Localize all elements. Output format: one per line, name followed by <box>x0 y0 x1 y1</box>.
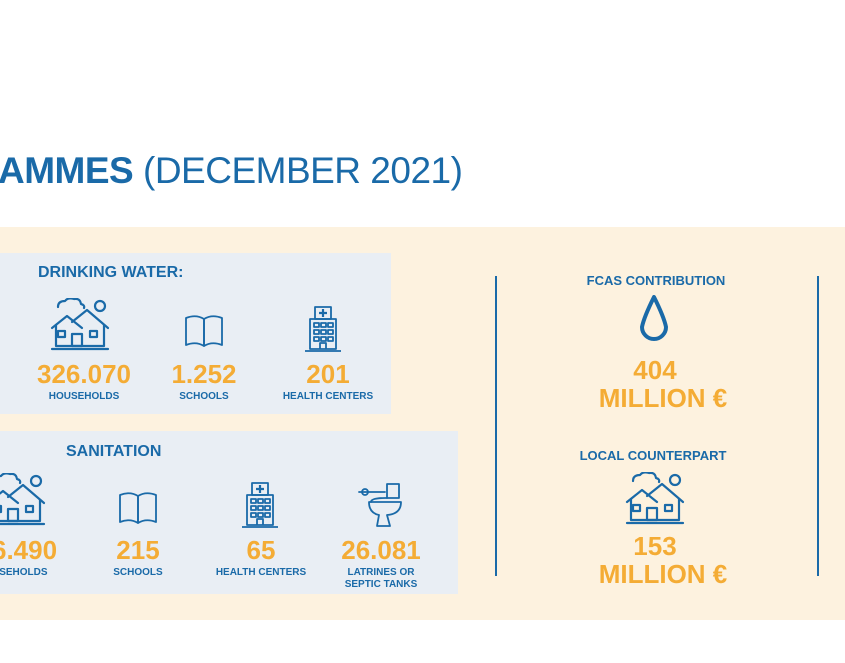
stat-value: 201 <box>306 359 350 389</box>
san-households-stat: 6.490 USEHOLDS <box>0 536 72 579</box>
fcas-value: 404 <box>633 355 677 385</box>
hospital-icon <box>305 305 341 353</box>
local-unit: MILLION € <box>598 559 728 589</box>
book-icon <box>185 315 223 347</box>
stat-value: 1.252 <box>171 359 237 389</box>
divider-right <box>817 276 819 576</box>
fcas-unit: MILLION € <box>598 383 728 413</box>
hospital-icon <box>242 481 278 529</box>
label-line-1: LATRINES OR <box>347 567 415 578</box>
sanitation-panel <box>0 431 458 594</box>
page-title: AMMES (DECEMBER 2021) <box>0 150 463 192</box>
stat-value: 215 <box>116 535 160 565</box>
stat-label: HEALTH CENTERS <box>282 391 374 402</box>
stat-label: LATRINES OR SEPTIC TANKS <box>326 567 436 591</box>
toilet-icon <box>358 483 402 527</box>
stat-value: 65 <box>246 535 276 565</box>
stat-value: 326.070 <box>37 359 131 389</box>
stat-label: HEALTH CENTERS <box>215 567 307 578</box>
house-icon <box>50 298 110 351</box>
stat-value: 6.490 <box>0 535 58 565</box>
stat-label: SCHOOLS <box>179 391 229 402</box>
water-health-centers-stat: 201 HEALTH CENTERS <box>268 360 388 403</box>
local-heading: LOCAL COUNTERPART <box>579 448 727 463</box>
title-rest: (DECEMBER 2021) <box>133 150 463 191</box>
water-households-stat: 326.070 HOUSEHOLDS <box>24 360 144 403</box>
stat-label: HOUSEHOLDS <box>48 391 120 402</box>
san-latrines-stat: 26.081 LATRINES OR SEPTIC TANKS <box>326 536 436 591</box>
water-drop-icon <box>640 295 668 341</box>
san-schools-stat: 215 SCHOOLS <box>98 536 178 579</box>
drinking-water-heading: DRINKING WATER: <box>38 264 184 281</box>
book-icon <box>119 492 157 524</box>
title-bold-part: AMMES <box>0 150 134 191</box>
divider-left <box>495 276 497 576</box>
water-schools-stat: 1.252 SCHOOLS <box>154 360 254 403</box>
local-value: 153 <box>633 531 677 561</box>
house-icon <box>625 472 685 525</box>
stat-value: 26.081 <box>341 535 421 565</box>
stat-label: USEHOLDS <box>0 567 48 578</box>
san-health-centers-stat: 65 HEALTH CENTERS <box>206 536 316 579</box>
sanitation-heading: SANITATION <box>66 443 162 460</box>
fcas-heading: FCAS CONTRIBUTION <box>586 273 726 288</box>
stat-label: SCHOOLS <box>113 567 163 578</box>
label-line-2: SEPTIC TANKS <box>344 579 418 590</box>
house-icon <box>0 473 46 526</box>
